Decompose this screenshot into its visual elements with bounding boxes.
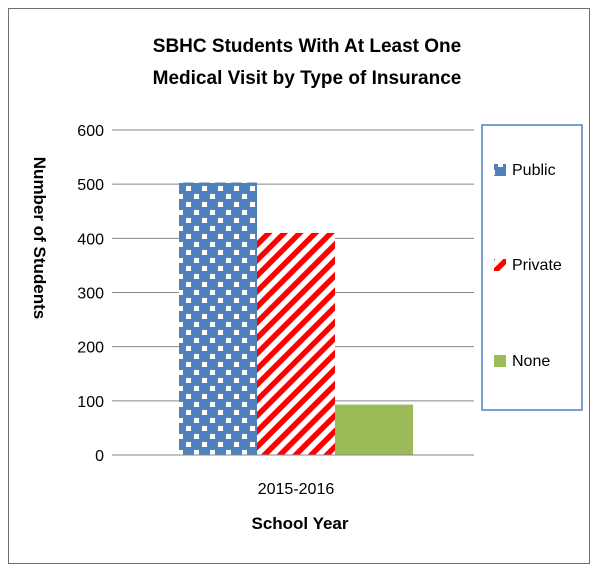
y-tick-label: 100 [77,394,104,411]
y-axis-ticks: 0 100 200 300 400 500 600 [77,123,118,465]
y-tick-label: 0 [95,448,104,465]
y-tick-label: 300 [77,286,104,303]
bars [179,182,413,455]
legend-swatch-public [494,164,506,176]
x-tick-label: 2015-2016 [258,481,335,498]
y-axis-title: Number of Students [30,157,49,319]
bar-none [335,404,413,455]
chart-title-line-1: SBHC Students With At Least One [153,36,461,57]
chart-title-line-2: Medical Visit by Type of Insurance [153,68,462,89]
gridlines [118,129,474,402]
legend-label-private: Private [512,257,562,274]
legend-label-none: None [512,353,550,370]
legend-swatch-private [494,259,506,271]
y-tick-label: 200 [77,340,104,357]
legend-swatch-none [494,355,506,367]
x-axis-title: School Year [251,514,348,533]
bar-private [257,232,335,455]
legend-label-public: Public [512,162,556,179]
bar-public [179,182,257,455]
y-tick-label: 600 [77,123,104,140]
y-tick-label: 400 [77,231,104,248]
y-tick-label: 500 [77,177,104,194]
legend: Public Private None [481,124,583,411]
